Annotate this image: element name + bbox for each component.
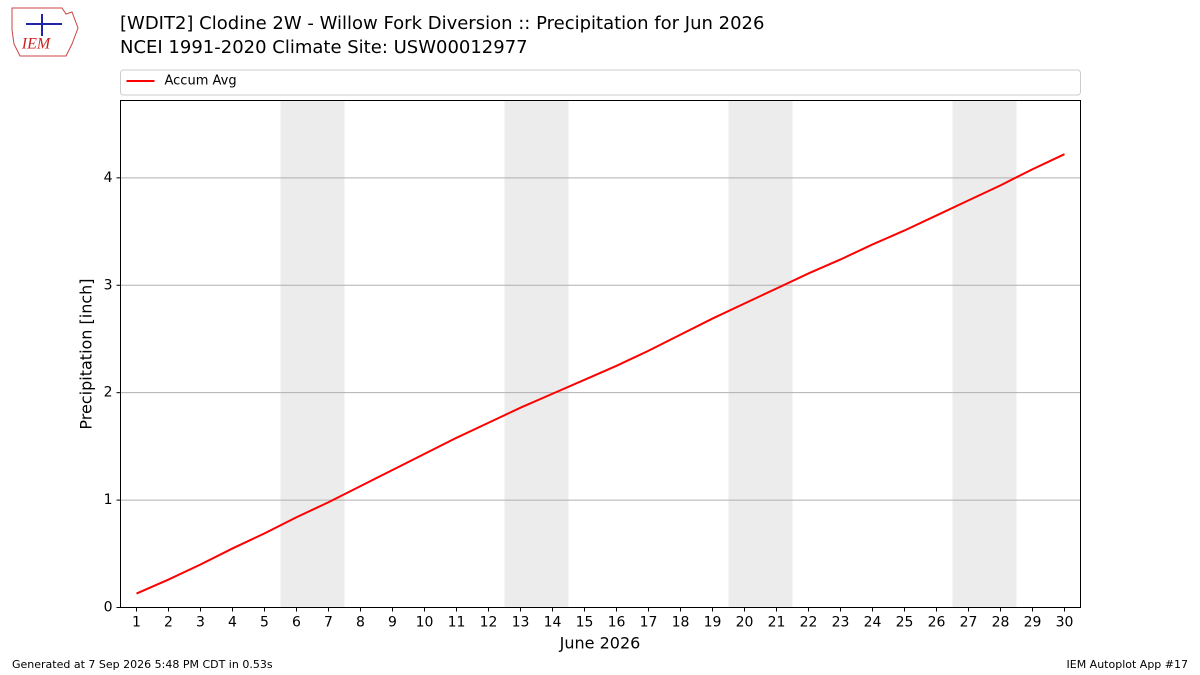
x-tick-label: 10 (416, 615, 434, 631)
weekend-shade (952, 100, 1017, 608)
x-tick-label: 8 (356, 615, 365, 631)
x-tick-label: 27 (960, 615, 978, 631)
x-tick-label: 25 (896, 615, 914, 631)
x-tick-label: 16 (608, 615, 626, 631)
plot-frame (120, 100, 1081, 608)
x-tick-label: 14 (544, 615, 562, 631)
weekend-shade (280, 100, 345, 608)
x-tick-label: 22 (800, 615, 818, 631)
weekend-shade (728, 100, 793, 608)
footer-right: IEM Autoplot App #17 (1067, 658, 1189, 671)
x-tick-label: 2 (164, 615, 173, 631)
x-tick-label: 28 (992, 615, 1010, 631)
x-tick-label: 24 (864, 615, 882, 631)
x-tick-label: 5 (260, 615, 269, 631)
x-tick-label: 15 (576, 615, 594, 631)
chart-title: [WDIT2] Clodine 2W - Willow Fork Diversi… (120, 13, 764, 34)
x-tick-label: 7 (324, 615, 333, 631)
x-tick-label: 3 (196, 615, 205, 631)
y-tick-label: 0 (104, 600, 113, 616)
logo: IEM (11, 7, 79, 57)
x-axis-label: June 2026 (559, 634, 641, 653)
x-tick-label: 4 (228, 615, 237, 631)
x-tick-label: 6 (292, 615, 301, 631)
weekend-shade (504, 100, 569, 608)
x-tick-label: 30 (1056, 615, 1074, 631)
x-tick-label: 26 (928, 615, 946, 631)
x-tick-label: 21 (768, 615, 786, 631)
x-tick-label: 23 (832, 615, 850, 631)
x-tick-label: 11 (448, 615, 466, 631)
x-tick-label: 9 (388, 615, 397, 631)
x-tick-label: 18 (672, 615, 690, 631)
x-tick-label: 13 (512, 615, 530, 631)
y-axis-label: Precipitation [inch] (77, 278, 96, 429)
x-tick-label: 12 (480, 615, 498, 631)
legend-box (120, 69, 1081, 96)
x-tick-label: 1 (132, 615, 141, 631)
logo-text: IEM (21, 36, 52, 53)
chart-subtitle: NCEI 1991-2020 Climate Site: USW00012977 (120, 37, 528, 58)
x-tick-label: 29 (1024, 615, 1042, 631)
logo-outline (11, 7, 79, 57)
y-tick-label: 3 (104, 277, 113, 293)
footer-left: Generated at 7 Sep 2026 5:48 PM CDT in 0… (12, 658, 273, 671)
x-tick-label: 20 (736, 615, 754, 631)
y-tick-label: 2 (104, 385, 113, 401)
data-line (136, 153, 1065, 595)
x-tick-label: 19 (704, 615, 722, 631)
y-tick-label: 1 (104, 492, 113, 508)
y-tick-label: 4 (104, 170, 113, 186)
x-tick-label: 17 (640, 615, 658, 631)
legend-label: Accum Avg (165, 74, 237, 89)
